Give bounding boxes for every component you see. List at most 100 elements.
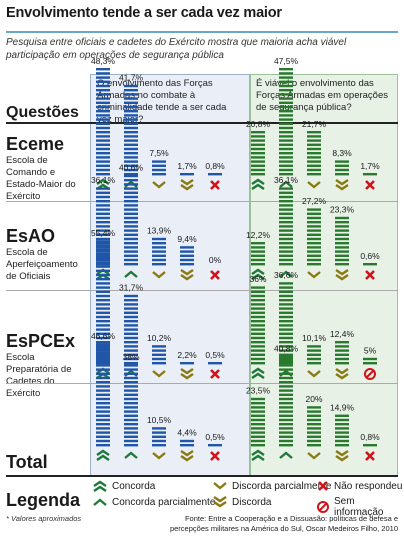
data-label: 38% [122, 352, 139, 362]
group-name-espcex: Escola Preparatória de Cadetes do Exérci… [6, 352, 72, 399]
bar-eceme-q1-discorda-parcialmente [152, 160, 166, 176]
chevron-up-icon [93, 498, 107, 506]
data-label: 40,6% [119, 163, 144, 173]
x-circle-icon [365, 270, 375, 280]
bar-espcex-q2-concorda [251, 286, 265, 365]
bar-espcex-q2-concorda-parcialmente [279, 282, 293, 365]
x-circle-icon [318, 481, 328, 491]
chevron-up-icon [279, 451, 293, 459]
no-entry-icon [317, 501, 329, 513]
chart-title: Envolvimento tende a ser cada vez maior [6, 5, 282, 21]
double-chevron-down-icon [180, 179, 194, 191]
data-label: 7,5% [149, 148, 169, 158]
bar-eceme-q2-concorda-parcialmente [279, 68, 293, 176]
group-name-eceme: Escola de Comando e Estado-Maior do Exér… [6, 155, 76, 202]
bar-esao-q2-concorda [251, 242, 265, 266]
chevron-down-icon [152, 370, 166, 378]
question-2-panel [250, 74, 398, 476]
double-chevron-down-icon [180, 450, 194, 462]
legend-item-concorda: Concorda [92, 480, 155, 492]
data-label: 0,5% [205, 350, 225, 360]
row-divider [6, 290, 398, 291]
data-label: 23,3% [330, 205, 355, 215]
question-1-panel [90, 74, 250, 476]
data-label: 27,2% [302, 196, 327, 206]
data-label: 20,8% [246, 119, 271, 129]
footnote: * Valores aproximados [6, 514, 82, 523]
double-chevron-up-icon [251, 178, 265, 190]
header-divider [6, 122, 398, 124]
group-label-espcex: EsPCEx [6, 331, 76, 351]
bar-eceme-q2-concorda [251, 131, 265, 176]
bar-total-q2-concorda-parcialmente [279, 355, 293, 447]
chevron-down-icon [307, 452, 321, 460]
legend-label: Concorda [112, 480, 156, 492]
x-circle-icon [210, 369, 220, 379]
double-chevron-down-icon [213, 496, 227, 508]
data-label: 4,4% [177, 428, 197, 438]
data-label: 41,7% [119, 73, 144, 83]
data-label: 0,8% [205, 161, 225, 171]
double-chevron-up-icon [96, 449, 110, 461]
group-name-esao: Escola de Aperfeiçoamento de Oficiais [6, 247, 78, 282]
data-label: 9,4% [177, 234, 197, 244]
legend-item-discorda-parcialmente: Discorda parcialmente [212, 480, 332, 492]
x-circle-icon [210, 180, 220, 190]
data-label: 8,3% [332, 148, 352, 158]
bar-total-q1-discorda [180, 439, 194, 447]
chevron-down-icon [213, 482, 227, 490]
bar-total-q1-discorda-parcialmente [152, 427, 166, 447]
double-chevron-down-icon [335, 179, 349, 191]
data-label: 36,1% [91, 175, 116, 185]
data-label: 36,1% [274, 175, 299, 185]
data-label: 47,5% [274, 56, 299, 66]
data-label: 36% [249, 274, 266, 284]
data-label: 23,5% [246, 386, 271, 396]
group-label-esao: EsAO [6, 226, 56, 246]
data-label: 46,6% [91, 331, 116, 341]
data-label: 10,2% [147, 333, 172, 343]
bar-total-q1-concorda-parcialmente [124, 364, 138, 447]
double-chevron-down-icon [180, 269, 194, 281]
bar-esao-q2-nao-respondeu [363, 263, 377, 266]
bar-espcex-q1-concorda [96, 240, 110, 365]
bar-esao-q1-discorda [180, 246, 194, 266]
legend-label: Discorda [232, 496, 272, 508]
title-rule [6, 31, 398, 33]
data-label: 21,7% [302, 119, 327, 129]
chevron-down-icon [307, 181, 321, 189]
data-label: 48,3% [91, 56, 116, 66]
row-divider [6, 201, 398, 202]
question-1-text: O envolvimento das Forças Armadas no com… [97, 78, 227, 125]
double-chevron-up-icon [93, 480, 107, 492]
bar-espcex-q2-discorda [335, 341, 349, 365]
bar-eceme-q2-discorda [335, 160, 349, 176]
x-circle-icon [210, 451, 220, 461]
chart-subtitle: Pesquisa entre oficiais e cadetes do Exé… [6, 37, 347, 61]
chevron-up-icon [124, 270, 138, 278]
legend-label: Sem informação [334, 496, 384, 518]
bar-eceme-q2-nao-respondeu [363, 173, 377, 176]
bar-total-q1-concorda [96, 343, 110, 447]
data-label: 5% [364, 346, 377, 356]
group-label-total: Total [6, 452, 48, 472]
source-note: Fonte: Entre a Cooperação e a Dissuasão:… [169, 514, 398, 533]
question-2-text: É viável o envolvimento das Forças Armad… [256, 78, 389, 113]
data-label: 0,5% [205, 432, 225, 442]
legend-label: Concorda parcialmente [112, 496, 216, 508]
chevron-down-icon [307, 370, 321, 378]
legend-item-sem-informacao: Sem informação [316, 496, 404, 518]
bar-espcex-q1-discorda-parcialmente [152, 345, 166, 365]
bar-espcex-q2-discorda-parcialmente [307, 345, 321, 365]
data-label: 0,6% [360, 251, 380, 261]
data-label: 14,9% [330, 402, 355, 412]
chevron-down-icon [152, 452, 166, 460]
bar-total-q2-discorda-parcialmente [307, 406, 321, 447]
legend-item-discorda: Discorda [212, 496, 271, 508]
data-label: 55,4% [91, 228, 116, 238]
data-label: 0% [209, 255, 222, 265]
bar-espcex-q1-nao-respondeu [208, 362, 222, 365]
double-chevron-down-icon [180, 368, 194, 380]
bar-espcex-q1-discorda [180, 362, 194, 365]
data-label: 12,4% [330, 329, 355, 339]
